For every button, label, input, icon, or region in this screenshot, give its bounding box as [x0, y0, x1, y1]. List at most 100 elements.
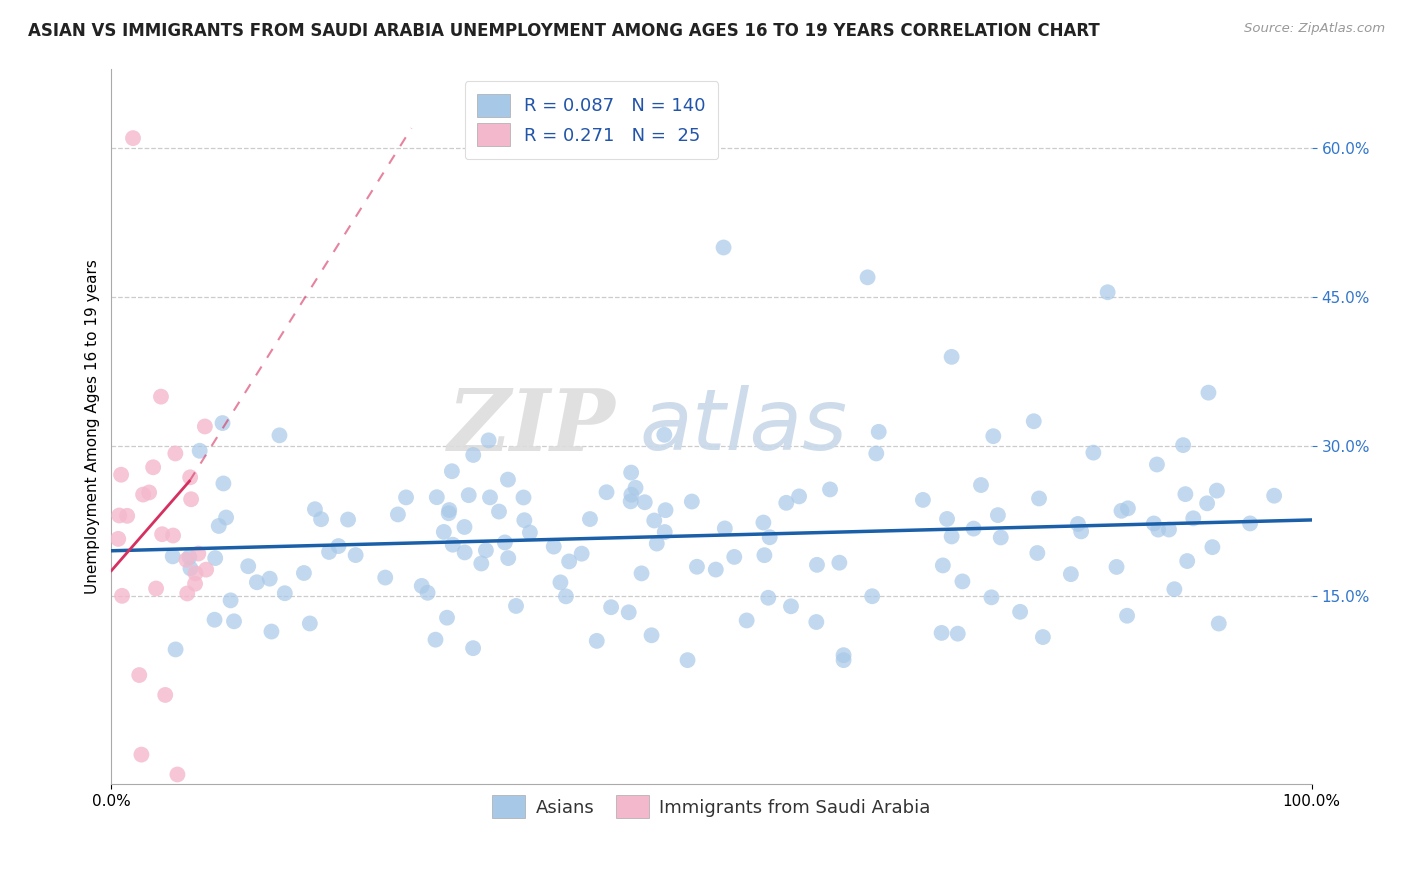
Point	[1205, 483, 1227, 498]
Point	[463, 448, 485, 462]
Point	[179, 561, 201, 575]
Point	[165, 446, 187, 460]
Point	[558, 554, 581, 568]
Point	[1010, 605, 1032, 619]
Point	[946, 626, 969, 640]
Point	[1067, 516, 1090, 531]
Point	[184, 566, 207, 581]
Point	[204, 613, 226, 627]
Point	[475, 543, 498, 558]
Point	[932, 558, 955, 573]
Point	[1197, 496, 1219, 510]
Point	[328, 539, 350, 553]
Point	[1070, 524, 1092, 539]
Point	[756, 591, 779, 605]
Point	[470, 557, 492, 571]
Point	[585, 633, 607, 648]
Point	[600, 600, 623, 615]
Point	[634, 495, 657, 509]
Point	[936, 512, 959, 526]
Point	[145, 582, 167, 596]
Point	[176, 586, 198, 600]
Point	[1163, 582, 1185, 597]
Point	[318, 545, 340, 559]
Point	[856, 270, 879, 285]
Point	[806, 558, 828, 572]
Point	[425, 632, 447, 647]
Point	[260, 624, 283, 639]
Point	[436, 610, 458, 624]
Text: ASIAN VS IMMIGRANTS FROM SAUDI ARABIA UNEMPLOYMENT AMONG AGES 16 TO 19 YEARS COR: ASIAN VS IMMIGRANTS FROM SAUDI ARABIA UN…	[28, 22, 1099, 40]
Point	[519, 525, 541, 540]
Point	[620, 466, 643, 480]
Point	[111, 589, 134, 603]
Point	[128, 668, 150, 682]
Point	[219, 593, 242, 607]
Point	[555, 590, 578, 604]
Point	[344, 548, 367, 562]
Point	[787, 490, 810, 504]
Point	[387, 508, 409, 522]
Point	[437, 506, 460, 520]
Point	[640, 628, 662, 642]
Point	[723, 549, 745, 564]
Point	[337, 512, 360, 526]
Point	[212, 476, 235, 491]
Point	[941, 350, 963, 364]
Point	[395, 491, 418, 505]
Point	[1032, 630, 1054, 644]
Point	[911, 492, 934, 507]
Point	[162, 528, 184, 542]
Point	[1147, 523, 1170, 537]
Point	[142, 460, 165, 475]
Point	[211, 416, 233, 430]
Point	[204, 551, 226, 566]
Text: Source: ZipAtlas.com: Source: ZipAtlas.com	[1244, 22, 1385, 36]
Point	[149, 390, 172, 404]
Point	[165, 642, 187, 657]
Point	[426, 490, 449, 504]
Point	[215, 510, 238, 524]
Point	[1174, 487, 1197, 501]
Point	[652, 427, 675, 442]
Point	[132, 487, 155, 501]
Point	[1143, 516, 1166, 531]
Point	[1097, 285, 1119, 300]
Point	[1146, 458, 1168, 472]
Point	[131, 747, 153, 762]
Point	[617, 605, 640, 619]
Point	[981, 429, 1004, 443]
Point	[195, 563, 218, 577]
Point	[496, 473, 519, 487]
Point	[714, 521, 737, 535]
Point	[453, 545, 475, 559]
Point	[478, 434, 501, 448]
Point	[238, 559, 260, 574]
Point	[645, 536, 668, 550]
Point	[439, 503, 461, 517]
Point	[1116, 501, 1139, 516]
Point	[122, 131, 145, 145]
Point	[754, 548, 776, 562]
Point	[304, 502, 326, 516]
Point	[860, 589, 883, 603]
Point	[643, 514, 665, 528]
Point	[150, 527, 173, 541]
Point	[543, 540, 565, 554]
Point	[952, 574, 974, 589]
Point	[980, 591, 1002, 605]
Point	[374, 570, 396, 584]
Point	[654, 524, 676, 539]
Point	[194, 419, 217, 434]
Point	[433, 524, 456, 539]
Point	[110, 467, 132, 482]
Point	[138, 485, 160, 500]
Point	[166, 767, 188, 781]
Point	[865, 446, 887, 460]
Point	[806, 615, 828, 629]
Legend: Asians, Immigrants from Saudi Arabia: Asians, Immigrants from Saudi Arabia	[485, 788, 938, 825]
Point	[704, 563, 727, 577]
Point	[686, 559, 709, 574]
Point	[107, 532, 129, 546]
Point	[1060, 567, 1083, 582]
